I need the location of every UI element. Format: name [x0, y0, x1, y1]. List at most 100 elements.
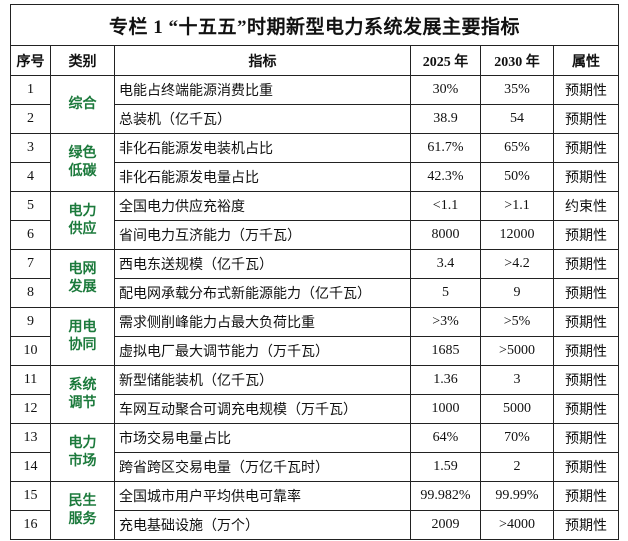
indicator: 西电东送规模（亿千瓦） [114, 249, 411, 279]
value-2030: 54 [480, 104, 554, 134]
value-2030: 65% [480, 133, 554, 163]
value-2025: 1685 [410, 336, 481, 366]
attribute: 预期性 [552, 481, 620, 511]
value-2025: 3.4 [410, 249, 481, 279]
table-body: 专栏 1 “十五五”时期新型电力系统发展主要指标 序号 类别 指标 2025 年 203… [9, 4, 620, 540]
attribute: 预期性 [552, 336, 620, 366]
row-number: 14 [10, 452, 51, 482]
header-cell: 2025 年 [410, 45, 481, 76]
value-2030: 99.99% [480, 481, 554, 511]
title-row: 专栏 1 “十五五”时期新型电力系统发展主要指标 [9, 4, 620, 46]
indicator-table: 专栏 1 “十五五”时期新型电力系统发展主要指标 序号 类别 指标 2025 年 203… [9, 4, 620, 540]
indicator: 总装机（亿千瓦） [114, 104, 411, 134]
indicator: 市场交易电量占比 [114, 423, 411, 453]
attribute: 预期性 [552, 75, 620, 105]
indicator: 省间电力互济能力（万千瓦） [114, 220, 411, 250]
data-row: 8 配电网承载分布式新能源能力（亿千瓦） 5 9 预期性 [10, 278, 620, 308]
indicator: 需求侧削峰能力占最大负荷比重 [114, 307, 411, 337]
category-cell: 电力市场 [50, 423, 115, 482]
header-cell: 指标 [114, 45, 411, 76]
value-2030: 70% [480, 423, 554, 453]
value-2025: 30% [410, 75, 481, 105]
data-row: 4 非化石能源发电量占比 42.3% 50% 预期性 [10, 162, 620, 192]
header-cell: 2030 年 [480, 45, 554, 76]
category-label: 电网发展 [68, 261, 97, 295]
category-cell: 电网发展 [50, 249, 115, 308]
category-label: 民生服务 [68, 493, 97, 527]
category-label: 电力市场 [68, 435, 97, 469]
category-label: 电力供应 [68, 203, 97, 237]
value-2025: <1.1 [410, 191, 481, 221]
value-2025: 99.982% [410, 481, 481, 511]
indicator: 车网互动聚合可调充电规模（万千瓦） [114, 394, 411, 424]
category-label: 用电协同 [68, 319, 97, 353]
value-2025: 64% [410, 423, 481, 453]
attribute: 预期性 [552, 307, 620, 337]
value-2030: 12000 [480, 220, 554, 250]
data-row: 14 跨省跨区交易电量（万亿千瓦时） 1.59 2 预期性 [10, 452, 620, 482]
value-2025: 61.7% [410, 133, 481, 163]
value-2030: 50% [480, 162, 554, 192]
row-number: 6 [10, 220, 51, 250]
row-number: 15 [10, 481, 51, 511]
value-2030: >5000 [480, 336, 554, 366]
row-number: 13 [10, 423, 51, 453]
indicator: 电能占终端能源消费比重 [114, 75, 411, 105]
indicator: 全国城市用户平均供电可靠率 [114, 481, 411, 511]
value-2030: >4000 [480, 510, 554, 540]
header-cell: 序号 [10, 45, 51, 76]
attribute: 预期性 [552, 452, 620, 482]
category-label: 系统调节 [68, 377, 97, 411]
data-row: 2 总装机（亿千瓦） 38.9 54 预期性 [10, 104, 620, 134]
value-2030: 5000 [480, 394, 554, 424]
value-2025: 2009 [410, 510, 481, 540]
header-row: 序号 类别 指标 2025 年 2030 年属性 [10, 45, 620, 76]
attribute: 预期性 [552, 510, 620, 540]
value-2025: 42.3% [410, 162, 481, 192]
value-2030: 3 [480, 365, 554, 395]
category-cell: 系统调节 [50, 365, 115, 424]
value-2030: 9 [480, 278, 554, 308]
attribute: 预期性 [552, 423, 620, 453]
data-row: 9 用电协同 需求侧削峰能力占最大负荷比重 >3% >5% 预期性 [10, 307, 620, 366]
row-number: 9 [10, 307, 51, 337]
value-2025: 1.36 [410, 365, 481, 395]
value-2025: >3% [410, 307, 481, 337]
attribute: 预期性 [552, 133, 620, 163]
value-2030: 2 [480, 452, 554, 482]
value-2025: 8000 [410, 220, 481, 250]
row-number: 10 [10, 336, 51, 366]
attribute: 预期性 [552, 278, 620, 308]
indicator: 非化石能源发电量占比 [114, 162, 411, 192]
indicator: 配电网承载分布式新能源能力（亿千瓦） [114, 278, 411, 308]
category-label: 绿色低碳 [68, 145, 97, 179]
row-number: 1 [10, 75, 51, 105]
row-number: 4 [10, 162, 51, 192]
header-cell: 属性 [552, 45, 620, 76]
indicator: 充电基础设施（万个） [114, 510, 411, 540]
attribute: 预期性 [552, 162, 620, 192]
data-row: 1 综合 电能占终端能源消费比重 30% 35% 预期性 [10, 75, 620, 134]
data-row: 11 系统调节 新型储能装机（亿千瓦） 1.36 3 预期性 [10, 365, 620, 424]
indicator: 新型储能装机（亿千瓦） [114, 365, 411, 395]
category-cell: 绿色低碳 [50, 133, 115, 192]
value-2025: 1.59 [410, 452, 481, 482]
category-cell: 电力供应 [50, 191, 115, 250]
category-cell: 综合 [50, 75, 115, 134]
attribute: 预期性 [552, 104, 620, 134]
value-2025: 38.9 [410, 104, 481, 134]
data-row: 10 虚拟电厂最大调节能力（万千瓦） 1685 >5000 预期性 [10, 336, 620, 366]
indicator: 非化石能源发电装机占比 [114, 133, 411, 163]
attribute: 预期性 [552, 394, 620, 424]
indicator: 虚拟电厂最大调节能力（万千瓦） [114, 336, 411, 366]
value-2025: 1000 [410, 394, 481, 424]
data-row: 13 电力市场 市场交易电量占比 64% 70% 预期性 [10, 423, 620, 482]
data-row: 15 民生服务 全国城市用户平均供电可靠率 99.982% 99.99% 预期性 [10, 481, 620, 540]
value-2025: 5 [410, 278, 481, 308]
header-cell: 类别 [50, 45, 115, 76]
row-number: 12 [10, 394, 51, 424]
data-row: 5 电力供应 全国电力供应充裕度 <1.1 >1.1 约束性 [10, 191, 620, 250]
row-number: 3 [10, 133, 51, 163]
data-row: 6 省间电力互济能力（万千瓦） 8000 12000 预期性 [10, 220, 620, 250]
